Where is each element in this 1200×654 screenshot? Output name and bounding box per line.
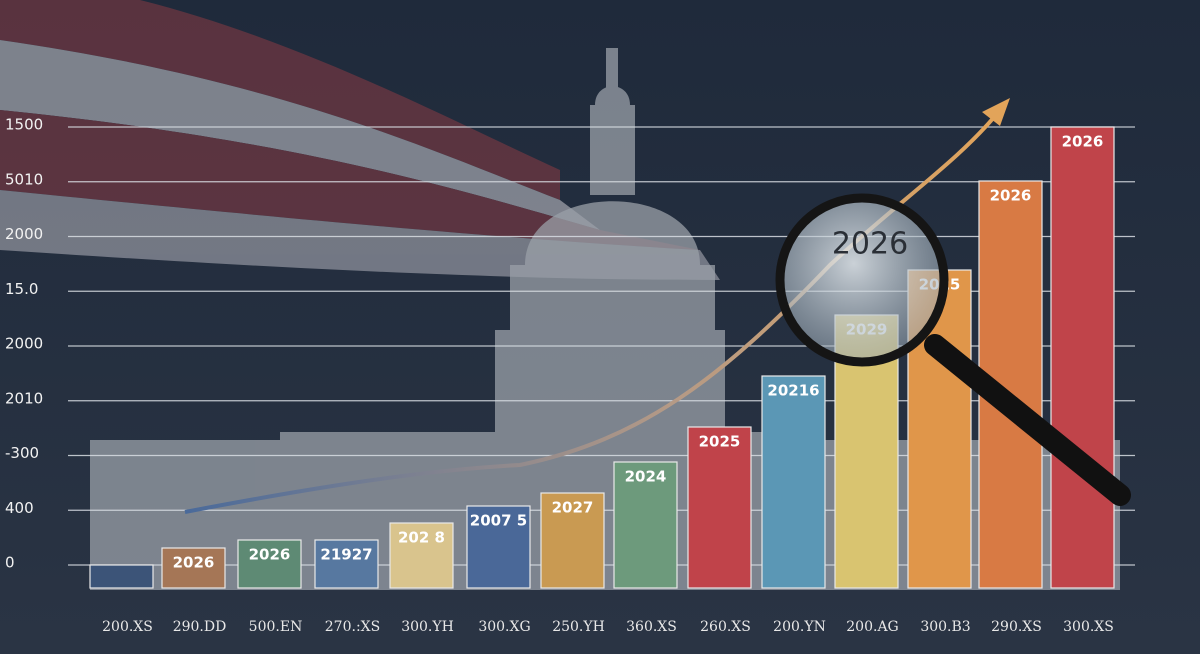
y-label: 2000: [5, 225, 43, 243]
x-label: 300.YH: [401, 619, 454, 635]
magnifier: 2026: [775, 193, 1131, 506]
bar-label: 2007 5: [470, 512, 527, 530]
bar-label: 20216: [767, 382, 819, 400]
lens-text: 2026: [832, 227, 908, 262]
x-label: 290.XS: [991, 619, 1042, 635]
x-label: 200.XS: [102, 619, 153, 635]
x-label: 300.B3: [920, 619, 970, 635]
bar: [540, 492, 605, 589]
x-label: 300.XG: [478, 619, 530, 635]
x-label: 500.EN: [249, 619, 303, 635]
bar: [466, 505, 531, 589]
y-label: 0: [5, 554, 15, 572]
bar-label: 2026: [990, 187, 1032, 205]
bar-label: 2026: [1062, 133, 1104, 151]
bar-label: 2026: [173, 554, 215, 572]
bar: [613, 461, 678, 589]
x-label: 200.YN: [773, 619, 826, 635]
bar-label: 2025: [699, 433, 741, 451]
y-label: 400: [5, 499, 34, 517]
bar: [389, 522, 454, 589]
x-label: 270.:XS: [325, 619, 380, 635]
trend-line: [184, 108, 1002, 514]
bar-label: 2026: [249, 546, 291, 564]
x-label: 200.AG: [846, 619, 898, 635]
bar-label: 202 8: [398, 529, 445, 547]
x-label: 300.XS: [1063, 619, 1114, 635]
y-label: 2000: [5, 335, 43, 353]
x-label: 250.YH: [552, 619, 605, 635]
bar-label: 21927: [320, 546, 372, 564]
y-label: 5010: [5, 170, 43, 188]
bar: [687, 426, 752, 589]
y-label: 15.0: [5, 280, 38, 298]
bar: [761, 375, 826, 589]
bar: [1050, 126, 1115, 589]
y-label: 2010: [5, 389, 43, 407]
bar-label: 2027: [552, 499, 594, 517]
x-label: 260.XS: [700, 619, 751, 635]
y-label: -300: [5, 444, 39, 462]
x-label: 360.XS: [626, 619, 677, 635]
y-label: 1500: [5, 116, 43, 134]
bar: [89, 564, 154, 589]
bar: [237, 539, 302, 589]
x-label: 290.DD: [173, 619, 227, 635]
bar: [161, 547, 226, 589]
arrow-head: [982, 98, 1010, 126]
bars: 200.XS 2026 290.DD 2026 500.EN 21927 270.:XS 20…: [89, 126, 1115, 635]
bar: [314, 539, 379, 589]
bar-label: 2024: [625, 468, 667, 486]
